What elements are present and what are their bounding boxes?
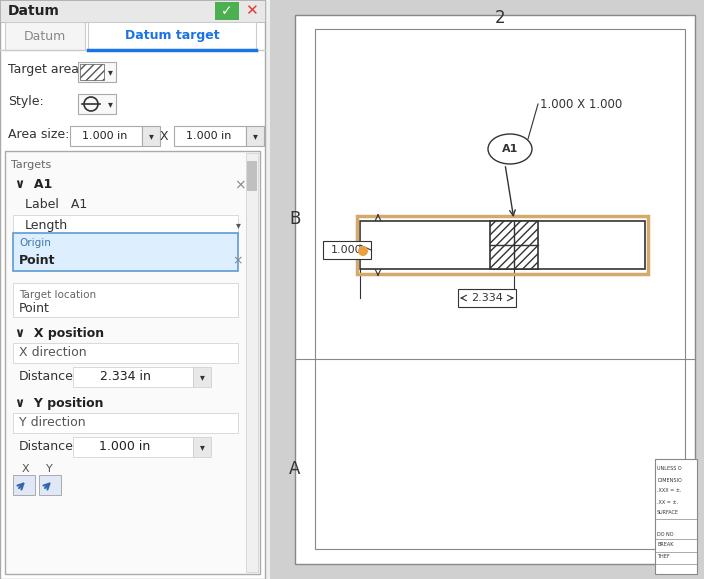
Bar [13,233,238,271]
Bar [246,126,264,146]
Text: X: X [21,464,29,474]
Text: SURFACE: SURFACE [657,511,679,515]
Ellipse shape [488,134,532,164]
Text: ×: × [233,255,244,267]
Text: ▾: ▾ [108,67,113,77]
Text: Point: Point [19,302,50,316]
Bar [490,221,538,269]
Text: .XX = ±.: .XX = ±. [657,500,678,504]
Text: ∨  A1: ∨ A1 [15,178,52,192]
Text: B: B [289,210,301,228]
Bar [246,153,258,572]
Text: 1.000 in: 1.000 in [99,441,151,453]
Text: .XXX = ±.: .XXX = ±. [657,489,681,493]
Text: 1.000 in: 1.000 in [187,131,232,141]
Text: UNLESS O: UNLESS O [657,467,681,471]
Text: 2: 2 [495,9,505,27]
Text: Distance:: Distance: [19,441,78,453]
Text: Area size:: Area size: [8,127,70,141]
Text: Label   A1: Label A1 [25,199,87,211]
Bar [360,221,645,269]
Text: 1.000 X 1.000: 1.000 X 1.000 [540,97,622,111]
Bar [174,126,246,146]
Bar [0,0,265,579]
Bar [88,22,256,50]
Bar [295,15,695,564]
Text: Style:: Style: [8,96,44,108]
Text: DIMENSIO: DIMENSIO [657,478,681,482]
Bar [315,29,685,549]
Bar [13,475,35,495]
Bar [5,151,260,574]
Text: Length: Length [25,218,68,232]
Bar [655,459,697,574]
Text: 2.334 in: 2.334 in [99,371,151,383]
Text: A: A [289,460,301,478]
Bar [458,289,516,307]
Bar [13,283,238,317]
Bar [0,0,265,22]
Bar [13,215,238,235]
Text: Target location: Target location [19,290,96,300]
Text: X direction: X direction [19,346,87,360]
Bar [80,64,104,80]
Text: DO NO: DO NO [657,532,674,537]
Bar [247,161,257,191]
Bar [270,0,704,579]
Text: ▾: ▾ [253,131,258,141]
Bar [78,62,116,82]
Bar [78,94,116,114]
Bar [73,367,193,387]
Text: Datum: Datum [24,30,66,42]
Bar [70,126,142,146]
Bar [193,367,211,387]
Text: X: X [160,130,168,142]
Text: ✕: ✕ [244,3,258,19]
Text: ▾: ▾ [199,442,204,452]
Bar [323,241,371,259]
Text: ✓: ✓ [221,4,233,18]
Text: ∨  Y position: ∨ Y position [15,397,103,409]
Text: Datum target: Datum target [125,30,220,42]
Text: BREAK: BREAK [657,543,674,548]
Text: Targets: Targets [11,160,51,170]
Text: 2.334: 2.334 [471,293,503,303]
Text: ×: × [234,178,246,192]
Text: ∨  X position: ∨ X position [15,327,104,339]
Text: ▾: ▾ [199,372,204,382]
Bar [73,437,193,457]
Text: Datum: Datum [8,4,60,18]
Bar [39,475,61,495]
Text: THEF: THEF [657,554,670,559]
Bar [5,22,85,50]
Text: Y: Y [46,464,52,474]
Text: Point: Point [19,255,56,267]
Text: 1.000: 1.000 [331,245,363,255]
Text: ▾: ▾ [149,131,153,141]
Text: ▾: ▾ [236,220,241,230]
Bar [13,413,238,433]
Circle shape [358,246,368,256]
Text: Target area:: Target area: [8,64,83,76]
Text: Distance:: Distance: [19,371,78,383]
Bar [142,126,160,146]
Bar [215,2,239,20]
Text: 1.000 in: 1.000 in [82,131,127,141]
Text: ▾: ▾ [108,99,113,109]
Text: Origin: Origin [19,238,51,248]
Text: Y direction: Y direction [19,416,86,430]
Text: A1: A1 [502,144,518,154]
Bar [193,437,211,457]
Bar [13,343,238,363]
Bar [357,216,648,274]
